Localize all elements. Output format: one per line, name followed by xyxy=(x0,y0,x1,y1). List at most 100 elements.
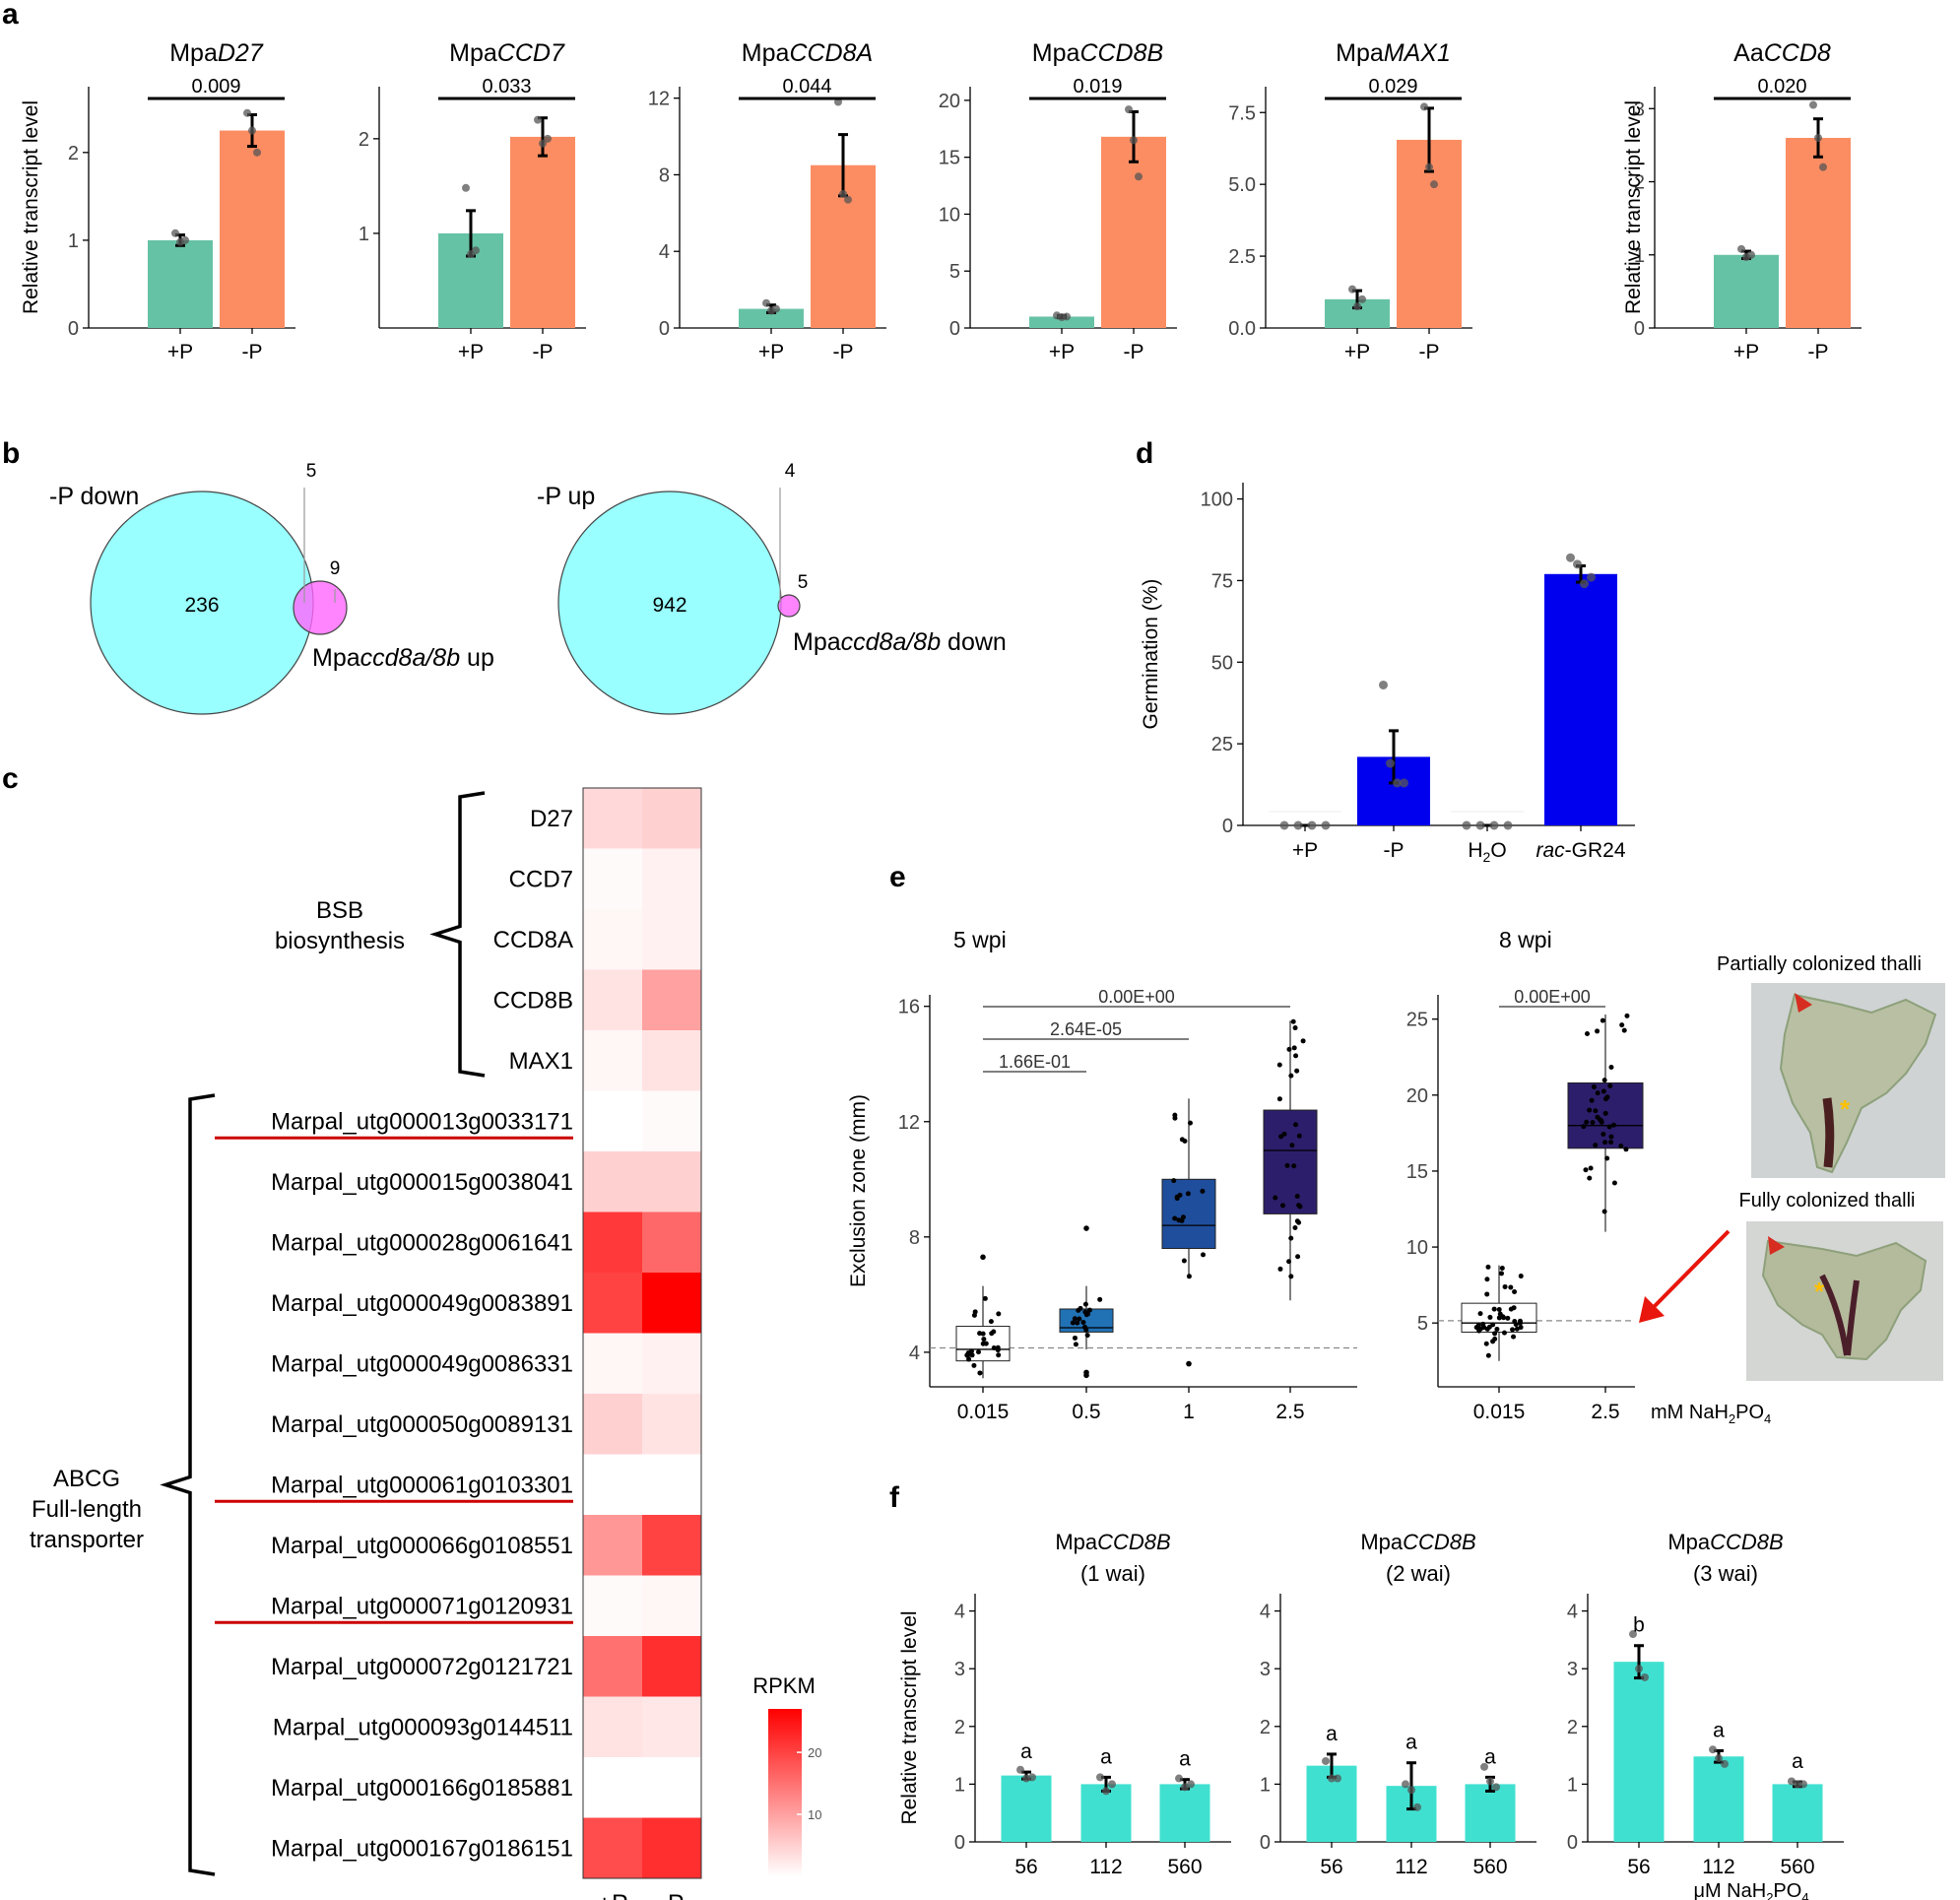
x-tick-label: 56 xyxy=(1320,1856,1342,1878)
heatmap-row-label: Marpal_utg000166g0185881 xyxy=(271,1775,573,1802)
panel-label-f: f xyxy=(889,1481,900,1514)
y-tick-label: 100 xyxy=(1201,490,1233,511)
y-tick-label: 3 xyxy=(1260,1659,1271,1680)
data-point xyxy=(1484,1277,1490,1282)
y-tick-label: 1 xyxy=(954,1774,965,1796)
heatmap-cell xyxy=(583,1273,642,1334)
y-tick-label: 1 xyxy=(68,230,79,252)
photo-fully-colonized: * xyxy=(1746,1221,1943,1381)
data-point xyxy=(1288,1274,1294,1279)
data-point xyxy=(1028,1773,1036,1782)
y-tick-label: 4 xyxy=(659,241,670,263)
significance-letter: a xyxy=(1713,1719,1725,1741)
outlier-point xyxy=(1083,1225,1089,1231)
heatmap-cell xyxy=(583,1333,642,1395)
data-point xyxy=(1621,1027,1627,1033)
comparison-label: 1.66E-01 xyxy=(999,1052,1071,1072)
data-point xyxy=(969,1352,975,1358)
significance-letter: a xyxy=(1100,1745,1112,1768)
y-tick-label: 20 xyxy=(939,91,960,112)
data-point xyxy=(1590,1120,1596,1126)
y-tick-label: 15 xyxy=(939,148,960,169)
outlier-point xyxy=(1186,1360,1192,1367)
data-point xyxy=(1486,1777,1494,1786)
significance-letter: a xyxy=(1179,1748,1191,1771)
bar xyxy=(1001,1775,1052,1842)
bar xyxy=(148,239,213,328)
x-tick-label: -P xyxy=(1808,341,1829,363)
data-point xyxy=(1641,1672,1649,1681)
data-point xyxy=(1186,1274,1192,1279)
x-tick-label: 2.5 xyxy=(1275,1401,1304,1423)
data-point xyxy=(1172,1115,1178,1121)
colorbar-tick-label: 10 xyxy=(808,1807,821,1822)
x-tick-label: +P xyxy=(1344,341,1370,363)
data-point xyxy=(1747,250,1755,259)
chart-subtitle: (3 wai) xyxy=(1693,1561,1758,1586)
data-point xyxy=(1430,180,1438,189)
data-point xyxy=(1475,820,1485,830)
data-point xyxy=(1279,1203,1285,1209)
data-point xyxy=(1288,1235,1294,1241)
outlier-point xyxy=(980,1254,986,1261)
data-point xyxy=(253,148,261,157)
heatmap-column-label: -P xyxy=(660,1890,685,1900)
data-point xyxy=(1593,1143,1599,1148)
data-point xyxy=(1477,1326,1483,1332)
heatmap-cell xyxy=(583,909,642,970)
heatmap-row-label: MAX1 xyxy=(509,1048,573,1075)
data-point xyxy=(1591,1083,1597,1089)
data-point xyxy=(1799,1780,1807,1789)
y-tick-label: 20 xyxy=(1406,1085,1428,1107)
heatmap-cell xyxy=(642,909,701,970)
x-tick-label: +P xyxy=(1733,341,1759,363)
heatmap-cell xyxy=(642,1757,701,1818)
unit-label: μM NaH2PO4 xyxy=(1693,1880,1808,1900)
data-point xyxy=(1400,778,1408,788)
brace-bsb xyxy=(429,791,486,1078)
x-tick-label: -P xyxy=(1124,341,1144,363)
x-tick-label: +P xyxy=(758,341,784,363)
x-tick-label: 560 xyxy=(1780,1856,1814,1878)
venn-right-set1-count: 942 xyxy=(652,594,686,617)
x-tick-label: rac-GR24 xyxy=(1535,839,1625,862)
data-point xyxy=(972,1309,978,1315)
data-point xyxy=(1480,1762,1488,1771)
x-tick-label: 560 xyxy=(1167,1856,1202,1878)
data-point xyxy=(1629,1630,1637,1639)
data-point xyxy=(1573,559,1582,569)
heatmap-cell xyxy=(642,1575,701,1637)
x-tick-label: +P xyxy=(1292,839,1318,862)
thallus-shape xyxy=(1779,993,1937,1174)
data-point xyxy=(534,115,542,124)
x-tick-label: -P xyxy=(1419,341,1440,363)
x-tick-label: 112 xyxy=(1702,1856,1734,1878)
x-tick-label: 56 xyxy=(1627,1856,1650,1878)
y-tick-label: 0 xyxy=(1260,1832,1271,1854)
y-tick-label: 0 xyxy=(949,318,960,340)
data-point xyxy=(1502,1283,1508,1289)
heatmap-row-label: CCD8B xyxy=(493,987,573,1014)
y-tick-label: 75 xyxy=(1211,570,1233,592)
x-tick-label: 1 xyxy=(1183,1401,1195,1423)
x-tick-label: +P xyxy=(1049,341,1075,363)
chart-ccd8b-1wai: 0 1 2 3 4 Relative transcript level a 56 a 112 a 56… xyxy=(898,1530,1231,1878)
data-point xyxy=(1022,1774,1030,1783)
data-point xyxy=(1595,1090,1601,1096)
heatmap-cell xyxy=(583,1151,642,1212)
data-point xyxy=(983,1341,989,1346)
venn-right-set2-label: Mpaccd8a/8b down xyxy=(793,628,1007,656)
box xyxy=(1161,1178,1216,1250)
data-point xyxy=(1485,1264,1491,1270)
data-point xyxy=(1489,820,1499,830)
heatmap-cell xyxy=(583,1636,642,1697)
heatmap-rpkm: D27 CCD7 CCD8A CCD8B MAX1 Marpal_utg000013g00… xyxy=(30,787,821,1900)
data-point xyxy=(1279,820,1289,830)
data-point xyxy=(1016,1765,1024,1774)
data-point xyxy=(1293,820,1303,830)
data-point xyxy=(996,1311,1002,1317)
data-point xyxy=(1291,1163,1297,1169)
significance-letter: a xyxy=(1484,1745,1496,1768)
venn-left-set1-label: -P down xyxy=(49,483,139,510)
